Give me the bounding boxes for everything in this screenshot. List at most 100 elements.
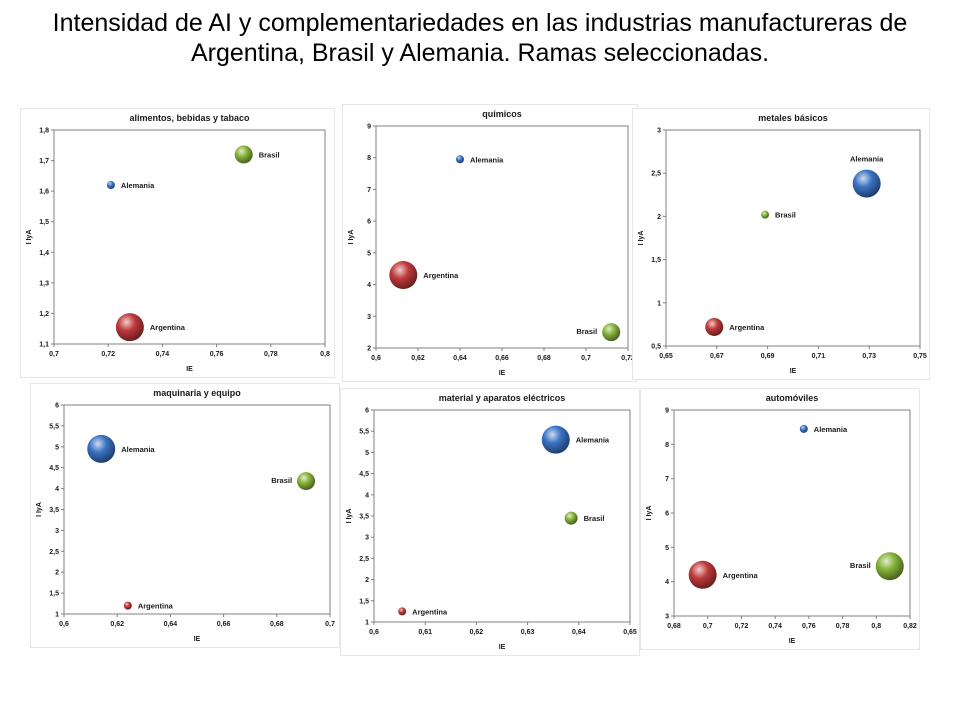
y-tick-label: 2	[367, 346, 371, 353]
data-label-alemania: Alemania	[121, 445, 155, 454]
x-tick-label: 0,65	[659, 353, 673, 360]
y-tick-label: 1,3	[39, 280, 49, 287]
y-tick-label: 4,5	[359, 471, 369, 478]
y-tick-label: 1	[55, 612, 59, 619]
y-tick-label: 2,5	[651, 171, 661, 178]
data-label-argentina: Argentina	[729, 323, 765, 332]
x-tick-label: 0,74	[768, 623, 782, 630]
x-tick-label: 0,7	[581, 355, 591, 362]
y-tick-label: 7	[367, 187, 371, 194]
y-tick-label: 3	[55, 528, 59, 535]
y-tick-label: 4	[55, 486, 59, 493]
y-tick-label: 5	[365, 450, 369, 457]
x-tick-label: 0,67	[710, 353, 724, 360]
y-axis-label: I IyA	[26, 230, 33, 245]
plot-area	[375, 125, 629, 349]
bubble-brasil	[875, 552, 904, 581]
chart-title: metales básicos	[758, 113, 828, 123]
x-axis-label: IE	[194, 636, 201, 643]
y-tick-label: 4,5	[49, 465, 59, 472]
data-label-brasil: Brasil	[271, 476, 292, 485]
y-tick-label: 1,7	[39, 158, 49, 165]
y-tick-label: 6	[665, 511, 669, 518]
y-tick-label: 1,1	[39, 342, 49, 349]
data-label-argentina: Argentina	[138, 602, 174, 611]
x-tick-label: 0,68	[667, 623, 681, 630]
y-tick-label: 1,5	[359, 598, 369, 605]
x-tick-label: 0,66	[217, 621, 231, 628]
x-tick-label: 0,7	[325, 621, 335, 628]
y-axis-label: I IyA	[346, 509, 353, 524]
bubble-argentina	[398, 607, 407, 616]
x-tick-label: 0,71	[812, 353, 826, 360]
y-tick-label: 8	[665, 442, 669, 449]
y-tick-label: 3	[367, 314, 371, 321]
x-tick-label: 0,66	[495, 355, 509, 362]
x-tick-label: 0,63	[521, 629, 535, 636]
bubble-argentina	[123, 601, 132, 610]
y-tick-label: 3	[657, 128, 661, 135]
y-axis-label: I IyA	[638, 231, 645, 246]
y-tick-label: 8	[367, 155, 371, 162]
x-tick-label: 0,7	[49, 351, 59, 358]
bubble-brasil	[564, 511, 578, 525]
chart-panel-quimicos: químicos 0,6 0,62 0,64 0,66 0,68 0,7 0,72 2 3 4 5 6 7…	[342, 104, 638, 382]
bubble-argentina	[115, 313, 144, 342]
x-tick-label: 0,68	[270, 621, 284, 628]
data-label-brasil: Brasil	[775, 211, 796, 220]
x-tick-label: 0,8	[871, 623, 881, 630]
y-tick-label: 9	[665, 408, 669, 415]
data-label-brasil: Brasil	[259, 150, 280, 159]
y-tick-label: 2	[55, 570, 59, 577]
x-tick-label: 0,62	[411, 355, 425, 362]
chart-svg: químicos 0,6 0,62 0,64 0,66 0,68 0,7 0,72 2 3 4 5 6 7…	[342, 104, 638, 382]
y-tick-label: 1,2	[39, 311, 49, 318]
y-tick-label: 7	[665, 476, 669, 483]
chart-title: químicos	[482, 109, 522, 119]
x-tick-label: 0,76	[802, 623, 816, 630]
bubble-argentina	[389, 261, 418, 290]
x-tick-label: 0,78	[836, 623, 850, 630]
y-tick-label: 9	[367, 124, 371, 131]
x-tick-label: 0,68	[537, 355, 551, 362]
y-tick-label: 5,5	[49, 423, 59, 430]
x-tick-label: 0,61	[418, 629, 432, 636]
data-label-brasil: Brasil	[850, 561, 871, 570]
y-tick-label: 4	[367, 282, 371, 289]
bubble-brasil	[234, 145, 253, 164]
bubble-argentina	[705, 317, 724, 336]
data-label-alemania: Alemania	[470, 155, 504, 164]
data-label-argentina: Argentina	[150, 323, 186, 332]
x-tick-label: 0,74	[156, 351, 170, 358]
bubble-alemania	[541, 425, 570, 454]
x-tick-label: 0,6	[371, 355, 381, 362]
data-label-alemania: Alemania	[850, 155, 884, 164]
y-tick-label: 1	[657, 300, 661, 307]
chart-title: maquinaria y equipo	[153, 388, 241, 398]
bubble-brasil	[297, 472, 316, 491]
y-tick-label: 3	[665, 614, 669, 621]
y-tick-label: 0,5	[651, 344, 661, 351]
data-label-alemania: Alemania	[121, 181, 155, 190]
bubble-alemania	[852, 169, 881, 198]
y-tick-label: 6	[365, 408, 369, 415]
y-tick-label: 1,4	[39, 250, 49, 257]
y-tick-label: 1,6	[39, 189, 49, 196]
y-tick-label: 4	[365, 492, 369, 499]
bubble-argentina	[688, 560, 717, 589]
data-label-argentina: Argentina	[723, 571, 759, 580]
chart-panel-material-electricos: material y aparatos eléctricos 0,6 0,61 0,6…	[340, 388, 640, 656]
x-axis-label: IE	[499, 370, 506, 377]
y-tick-label: 5	[55, 444, 59, 451]
x-tick-label: 0,69	[761, 353, 775, 360]
y-axis-label: I IyA	[348, 230, 355, 245]
x-tick-label: 0,7	[703, 623, 713, 630]
plot-area	[373, 409, 631, 623]
chart-panel-alimentos: alimentos, bebidas y tabaco 0,7 0,72 0,74 0,…	[20, 108, 335, 378]
y-tick-label: 1,5	[39, 219, 49, 226]
y-axis-label: I IyA	[36, 502, 43, 517]
chart-panel-automoviles: automóviles 0,68 0,7 0,72 0,74 0,76 0,78 0,8 0,8…	[640, 388, 920, 650]
chart-svg: alimentos, bebidas y tabaco 0,7 0,72 0,74 0,…	[20, 108, 335, 378]
chart-title: automóviles	[766, 393, 819, 403]
y-tick-label: 2,5	[49, 549, 59, 556]
